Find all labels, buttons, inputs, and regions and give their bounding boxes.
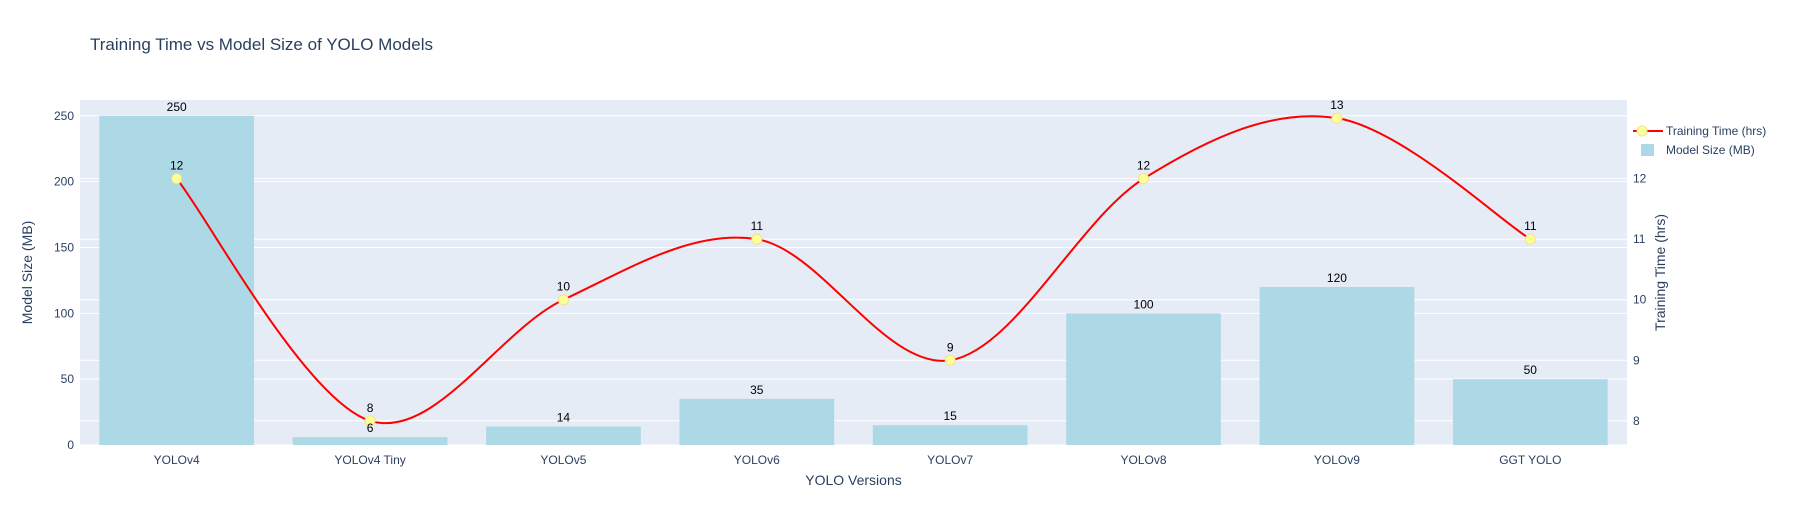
x-tick-labels: YOLOv4 YOLOv4 Tiny YOLOv5 YOLOv6 YOLOv7 YOLOv… [154, 453, 1562, 467]
y-tick-label: 150 [54, 240, 74, 254]
line-marker [1331, 112, 1343, 124]
legend-label-model-size: Model Size (MB) [1666, 143, 1755, 157]
y-tick-labels: 0 50 100 150 200 250 [54, 109, 74, 452]
y2-tick-label: 10 [1633, 293, 1647, 307]
y2-tick-labels: 8 9 10 11 12 [1633, 172, 1647, 428]
bar [99, 115, 255, 446]
bar-data-label: 14 [557, 411, 571, 425]
line-data-label: 8 [367, 401, 374, 415]
bar [486, 426, 641, 445]
line-marker [751, 233, 763, 245]
bar [872, 425, 1028, 445]
y-tick-label: 100 [54, 306, 74, 320]
x-axis-title: YOLO Versions [805, 472, 902, 488]
bar-data-labels: 250 6 14 35 15 100 120 50 [167, 100, 1538, 435]
x-tick-label: YOLOv7 [927, 453, 973, 467]
y-tick-label: 0 [67, 438, 74, 452]
legend-marker-swatch [1636, 125, 1648, 137]
x-tick-label: YOLOv4 [154, 453, 200, 467]
y-tick-label: 50 [61, 372, 75, 386]
bar [679, 398, 835, 445]
line-data-label: 11 [751, 219, 764, 233]
bar-data-label: 15 [944, 409, 958, 423]
line-data-label: 12 [170, 159, 184, 173]
markers [171, 112, 1536, 427]
gridlines [80, 115, 1627, 446]
line-marker [557, 294, 569, 306]
bar [1066, 313, 1221, 445]
x-tick-label: YOLOv6 [734, 453, 780, 467]
bars [99, 115, 1608, 446]
y2-tick-label: 9 [1633, 353, 1640, 367]
line-data-label: 10 [557, 280, 571, 294]
y-tick-label: 200 [54, 175, 74, 189]
legend-label-training-time: Training Time (hrs) [1666, 124, 1766, 138]
bar-data-label: 120 [1327, 271, 1347, 285]
x-tick-label: YOLOv4 Tiny [334, 453, 405, 467]
line-data-label: 9 [947, 340, 954, 354]
chart-title: Training Time vs Model Size of YOLO Mode… [90, 35, 433, 54]
bar [1259, 286, 1415, 445]
x-tick-label: YOLOv8 [1121, 453, 1167, 467]
x-tick-label: YOLOv5 [540, 453, 586, 467]
bar-data-label: 6 [367, 421, 374, 435]
line-marker [171, 173, 183, 185]
bar-data-label: 50 [1524, 363, 1538, 377]
line-marker [944, 354, 956, 366]
line-marker [364, 415, 376, 427]
line-data-label: 13 [1330, 98, 1344, 112]
y-axis-title: Model Size (MB) [19, 221, 35, 324]
x-tick-label: YOLOv9 [1314, 453, 1360, 467]
legend-bar-swatch [1641, 144, 1654, 156]
line-data-label: 12 [1137, 159, 1151, 173]
x-tick-label: GGT YOLO [1499, 453, 1561, 467]
y2-tick-label: 12 [1633, 172, 1647, 186]
y2-axis-title: Training Time (hrs) [1652, 214, 1668, 331]
bar-data-label: 35 [750, 383, 764, 397]
legend: Training Time (hrs) Model Size (MB) [1633, 124, 1766, 157]
line-marker [1524, 233, 1536, 245]
line-data-labels: 12 8 10 11 9 12 13 11 [170, 98, 1537, 415]
line-marker [1138, 173, 1150, 185]
bar [292, 437, 448, 445]
y2-tick-label: 8 [1633, 414, 1640, 428]
line-data-label: 11 [1524, 219, 1537, 233]
bar [1452, 379, 1608, 445]
y-tick-label: 250 [54, 109, 74, 123]
bar-data-label: 250 [167, 100, 187, 114]
bar-data-label: 100 [1134, 297, 1154, 311]
y2-tick-label: 11 [1633, 232, 1646, 246]
